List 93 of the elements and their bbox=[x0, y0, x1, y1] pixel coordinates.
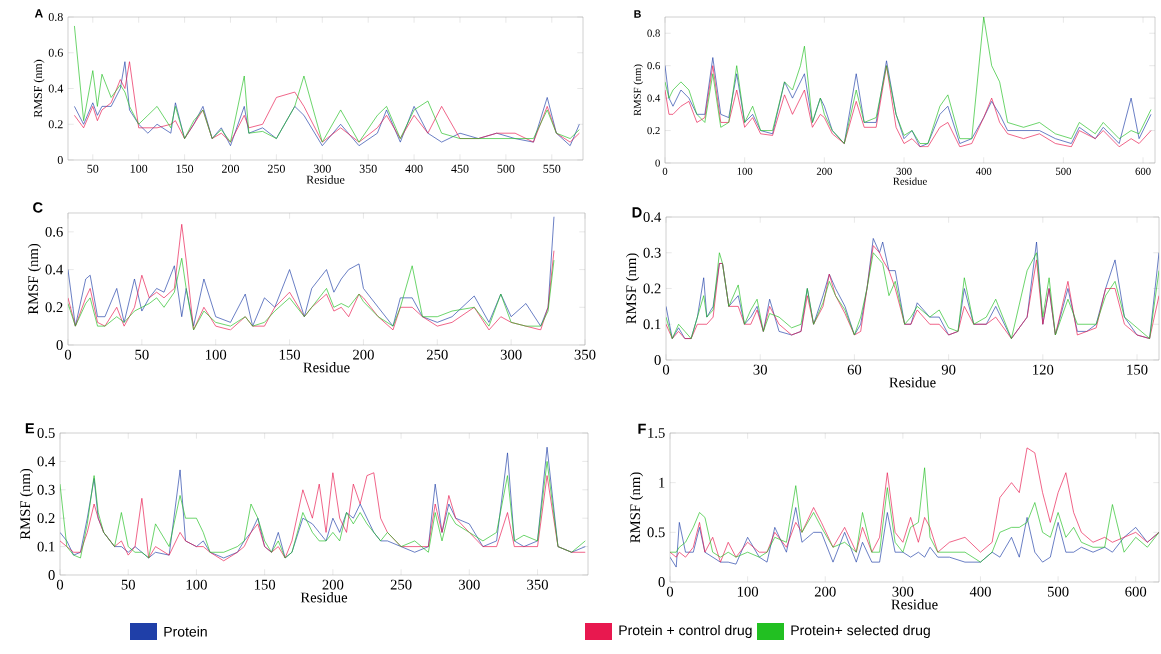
x-tick-label: 550 bbox=[543, 164, 561, 173]
y-axis-title: RMSF (nm) bbox=[629, 472, 644, 543]
x-tick-label: 200 bbox=[322, 579, 344, 590]
y-axis-title: RMSF (nm) bbox=[33, 59, 45, 118]
y-tick-label: 0.2 bbox=[647, 126, 660, 135]
y-tick-label: 0.4 bbox=[45, 264, 64, 275]
x-axis-title: Residue bbox=[300, 592, 348, 603]
y-tick-label: 0.4 bbox=[643, 212, 662, 222]
chart-title: A bbox=[34, 9, 43, 18]
x-tick-label: 50 bbox=[121, 579, 135, 590]
x-tick-label: 100 bbox=[130, 164, 148, 173]
x-tick-label: 50 bbox=[87, 164, 99, 173]
x-tick-label: 100 bbox=[737, 167, 753, 175]
y-tick-label: 0.3 bbox=[37, 484, 55, 495]
x-tick-label: 200 bbox=[353, 349, 374, 360]
legend-label: Protein + control drug bbox=[619, 624, 752, 639]
x-tick-label: 150 bbox=[1127, 364, 1148, 375]
y-tick-label: 0.4 bbox=[647, 94, 661, 102]
x-tick-label: 200 bbox=[222, 164, 240, 173]
x-tick-label: 100 bbox=[737, 586, 759, 597]
y-tick-label: 0.1 bbox=[643, 319, 661, 330]
x-axis-title: Residue bbox=[893, 177, 927, 185]
y-tick-label: 0.5 bbox=[37, 428, 55, 438]
x-tick-label: 30 bbox=[753, 364, 767, 375]
line-series bbox=[665, 17, 1152, 144]
y-tick-label: 0.4 bbox=[37, 456, 56, 467]
x-tick-label: 150 bbox=[254, 579, 276, 590]
y-tick-label: 0 bbox=[56, 340, 63, 350]
y-tick-label: 0 bbox=[655, 159, 660, 167]
x-tick-label: 60 bbox=[847, 364, 862, 375]
x-tick-label: 600 bbox=[1135, 167, 1151, 175]
chart-title: E bbox=[25, 423, 35, 434]
x-axis-title: Residue bbox=[306, 175, 345, 184]
y-tick-label: 0.4 bbox=[48, 84, 64, 93]
y-tick-label: 1 bbox=[659, 477, 665, 488]
x-tick-label: 0 bbox=[666, 586, 674, 597]
x-tick-label: 0 bbox=[64, 349, 72, 360]
x-tick-label: 100 bbox=[186, 579, 207, 590]
x-tick-label: 450 bbox=[451, 164, 469, 173]
y-tick-label: 0.8 bbox=[647, 29, 660, 37]
x-tick-label: 400 bbox=[975, 167, 992, 175]
y-axis-title: RMSF (nm) bbox=[625, 253, 640, 324]
x-tick-label: 300 bbox=[500, 349, 522, 360]
legend-label: Protein bbox=[164, 626, 207, 637]
x-tick-label: 500 bbox=[497, 164, 515, 173]
legend-label: Protein+ selected drug bbox=[791, 624, 930, 639]
chart-title: D bbox=[632, 207, 642, 218]
y-tick-label: 0.2 bbox=[45, 302, 63, 313]
x-tick-label: 350 bbox=[359, 164, 377, 173]
chart-title: B bbox=[634, 10, 641, 18]
x-tick-label: 250 bbox=[426, 349, 448, 360]
x-tick-label: 50 bbox=[135, 349, 149, 360]
y-tick-label: 0.2 bbox=[37, 513, 55, 524]
x-tick-label: 300 bbox=[896, 167, 912, 175]
chart-title: C bbox=[33, 202, 43, 213]
x-axis-title: Residue bbox=[303, 362, 350, 373]
x-tick-label: 200 bbox=[814, 586, 836, 597]
x-tick-label: 120 bbox=[1033, 364, 1054, 375]
x-tick-label: 150 bbox=[279, 349, 301, 360]
y-tick-label: 0.1 bbox=[37, 541, 55, 552]
x-tick-label: 300 bbox=[313, 164, 331, 173]
y-tick-label: 0.2 bbox=[643, 283, 661, 294]
x-tick-label: 250 bbox=[390, 579, 412, 590]
y-tick-label: 1.5 bbox=[648, 428, 665, 438]
x-tick-label: 300 bbox=[892, 586, 914, 597]
x-tick-label: 400 bbox=[405, 164, 423, 173]
x-axis-title: Residue bbox=[889, 377, 936, 388]
y-axis-title: RMSF (nm) bbox=[19, 468, 34, 540]
y-tick-label: 0.8 bbox=[48, 12, 63, 22]
y-tick-label: 0.6 bbox=[647, 62, 660, 70]
y-tick-label: 0.5 bbox=[647, 527, 665, 538]
chart-title: F bbox=[638, 423, 646, 434]
y-axis-title: RMSF (nm) bbox=[633, 64, 644, 116]
y-tick-label: 0 bbox=[48, 570, 55, 580]
x-tick-label: 300 bbox=[459, 579, 480, 590]
x-tick-label: 200 bbox=[816, 167, 832, 175]
x-axis-title: Residue bbox=[891, 599, 938, 610]
x-tick-label: 90 bbox=[941, 364, 956, 375]
x-tick-label: 250 bbox=[267, 164, 285, 173]
y-axis-title: RMSF (nm) bbox=[27, 243, 42, 315]
y-tick-label: 0.6 bbox=[48, 48, 63, 57]
x-tick-label: 350 bbox=[527, 579, 548, 590]
y-tick-label: 0.3 bbox=[643, 247, 661, 258]
y-tick-label: 0.2 bbox=[48, 120, 63, 129]
x-tick-label: 600 bbox=[1125, 586, 1147, 597]
x-tick-label: 100 bbox=[206, 349, 227, 360]
x-tick-label: 350 bbox=[574, 349, 596, 360]
y-tick-label: 0.6 bbox=[45, 226, 63, 237]
x-tick-label: 500 bbox=[1056, 167, 1071, 175]
x-tick-label: 500 bbox=[1047, 586, 1069, 597]
x-tick-label: 150 bbox=[176, 164, 194, 173]
y-tick-label: 0 bbox=[57, 155, 63, 165]
x-tick-label: 400 bbox=[969, 586, 991, 597]
